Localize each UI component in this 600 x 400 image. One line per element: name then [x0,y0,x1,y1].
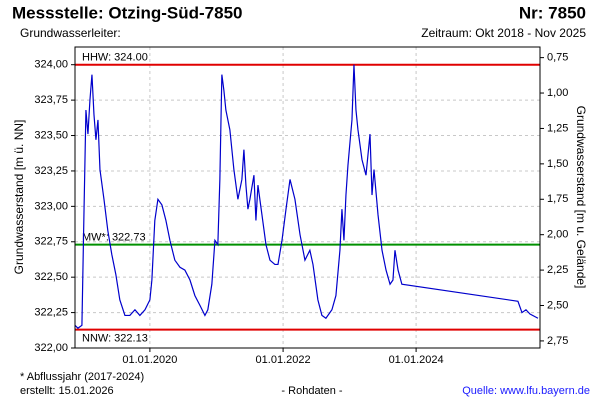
y2-tick-label: 2,75 [547,335,568,347]
y-tick-label: 323,25 [34,165,68,177]
period: Zeitraum: Okt 2018 - Nov 2025 [421,26,586,40]
y2-tick-label: 1,75 [547,193,568,205]
y-tick-label: 323,50 [34,129,68,141]
y-tick-label: 324,00 [34,59,68,71]
data-kind: - Rohdaten - [281,385,342,397]
footnote: * Abflussjahr (2017-2024) [20,371,144,383]
y-tick-label: 322,00 [34,342,68,354]
y2-tick-label: 2,25 [547,264,568,276]
y-tick-label: 322,50 [34,271,68,283]
y-tick-label: 322,25 [34,306,68,318]
y2-tick-label: 2,00 [547,229,568,241]
data-line [74,64,539,329]
y-tick-label: 323,75 [34,94,68,106]
y2-tick-label: 1,25 [547,122,568,134]
station-number: Nr: 7850 [519,3,586,22]
reference-label: HHW: 324.00 [82,52,148,64]
y-tick-label: 322,75 [34,236,68,248]
reference-label: NNW: 322.13 [82,332,148,344]
y-tick-label: 323,00 [34,200,68,212]
created-date: erstellt: 15.01.2026 [20,385,114,397]
subtitle: Grundwasserleiter: [20,26,121,40]
y2-tick-label: 2,50 [547,299,568,311]
y2-tick-label: 0,75 [547,52,568,64]
y-axis-title: Grundwasserstand [m ü. NN] [12,120,26,275]
x-tick-label: 01.01.2022 [256,354,311,366]
y2-tick-label: 1,00 [547,87,568,99]
y2-axis-title: Grundwasserstand [m u. Gelände] [574,106,588,289]
x-tick-label: 01.01.2024 [389,354,444,366]
y2-tick-label: 1,50 [547,158,568,170]
plot-frame [74,46,541,349]
reference-label: MW*: 322.73 [82,232,146,244]
source: Quelle: www.lfu.bayern.de [462,385,590,397]
chart-title: Messstelle: Otzing-Süd-7850 [12,3,243,22]
x-tick-label: 01.01.2020 [122,354,177,366]
